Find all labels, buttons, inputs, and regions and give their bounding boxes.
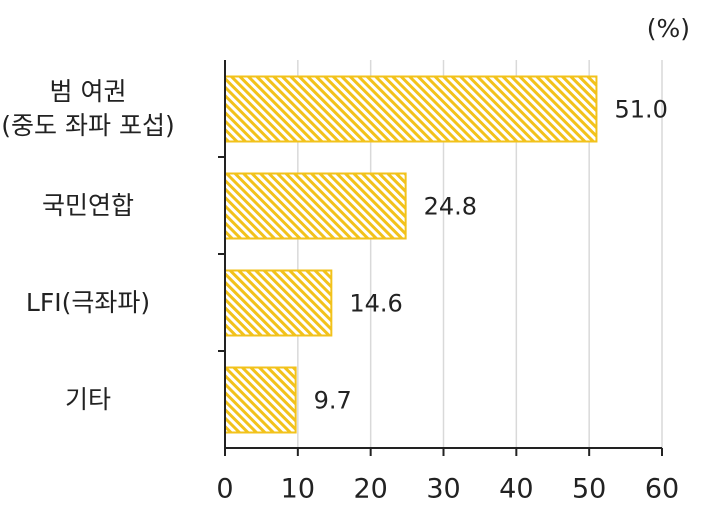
x-tick-label: 40 <box>499 474 533 505</box>
y-tick-label: LFI(극좌파) <box>25 287 151 317</box>
x-tick-label: 30 <box>426 474 460 505</box>
unit-label: (%) <box>647 14 690 43</box>
y-tick-label: 국민연합 <box>41 190 134 220</box>
y-tick-label: 기타 <box>64 384 111 414</box>
bar <box>224 172 407 240</box>
bar <box>224 366 297 434</box>
x-tick-label: 50 <box>572 474 606 505</box>
bar <box>224 75 598 143</box>
value-label: 24.8 <box>424 193 477 221</box>
x-tick-label: 60 <box>645 474 679 505</box>
y-tick-label: 범 여권 (중도 좌파 포섭) <box>1 76 175 140</box>
value-label: 9.7 <box>314 387 352 415</box>
bar <box>224 269 333 337</box>
x-tick-label: 10 <box>281 474 315 505</box>
value-label: 51.0 <box>614 96 667 124</box>
value-label: 14.6 <box>349 290 402 318</box>
x-tick-label: 20 <box>353 474 387 505</box>
x-tick-label: 0 <box>216 474 233 505</box>
